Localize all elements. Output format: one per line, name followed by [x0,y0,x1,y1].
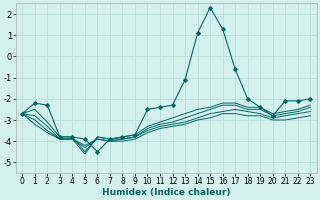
X-axis label: Humidex (Indice chaleur): Humidex (Indice chaleur) [102,188,230,197]
